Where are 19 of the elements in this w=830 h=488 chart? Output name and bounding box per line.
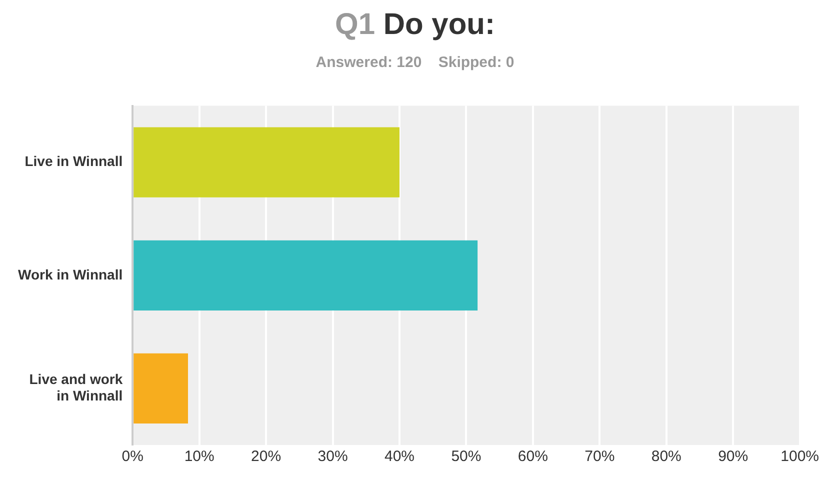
x-tick-label: 80% [651, 448, 682, 466]
x-tick-label: 40% [384, 448, 415, 466]
chart-subtitle: Answered: 120 Skipped: 0 [314, 54, 516, 71]
chart-title: Q1 Do you: [334, 8, 496, 41]
x-tick-label: 0% [122, 448, 144, 466]
x-tick-label: 60% [518, 448, 548, 466]
x-tick-label: 50% [451, 448, 482, 466]
bar [134, 127, 400, 198]
y-tick-label: Live in Winnall [24, 153, 123, 170]
bar [134, 353, 188, 424]
x-tick-label: 70% [584, 448, 615, 466]
y-tick-label: Live and work in Winnall [29, 370, 123, 404]
x-tick-label: 10% [184, 448, 214, 466]
bar [134, 240, 478, 310]
x-tick-label: 100% [780, 448, 820, 466]
x-tick-label: 90% [718, 448, 748, 466]
y-tick-label: Work in Winnall [18, 266, 123, 282]
x-tick-label: 30% [318, 448, 348, 466]
x-tick-label: 20% [251, 448, 282, 466]
